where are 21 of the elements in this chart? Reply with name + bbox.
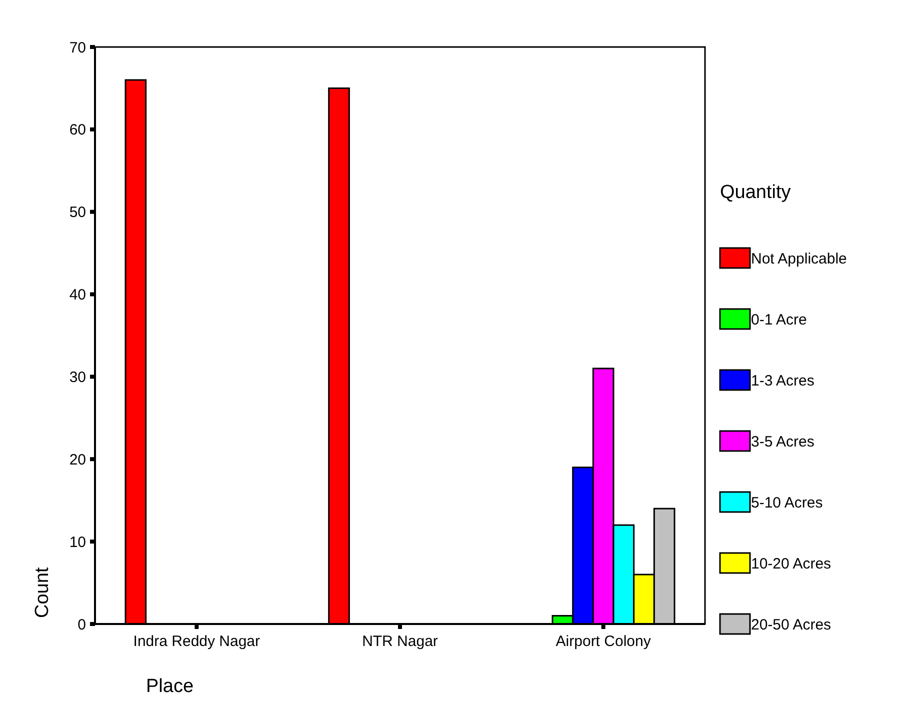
legend-label: 1-3 Acres [751, 372, 814, 390]
y-tick-label: 50 [69, 204, 86, 222]
y-axis-title: Count [32, 566, 53, 618]
legend-label: 20-50 Acres [751, 616, 832, 634]
y-tick-label: 30 [69, 368, 86, 386]
x-axis-title: Place [146, 676, 194, 697]
y-tick-label: 60 [69, 122, 86, 139]
legend-label: Not Applicable [751, 250, 847, 268]
y-tick-label: 40 [69, 286, 86, 304]
y-tick-label: 70 [69, 39, 86, 56]
x-tick-label: Airport Colony [556, 633, 652, 650]
legend-label: 3-5 Acres [751, 433, 814, 450]
y-tick-label: 20 [69, 451, 86, 468]
legend-label: 0-1 Acre [751, 311, 807, 328]
y-tick-label: 0 [78, 616, 86, 634]
y-tick-label: 10 [69, 534, 86, 551]
x-tick-label: NTR Nagar [362, 633, 438, 650]
legend-title: Quantity [720, 182, 792, 203]
x-tick-label: Indra Reddy Nagar [133, 633, 260, 650]
legend-label: 5-10 Acres [751, 494, 823, 512]
legend-label: 10-20 Acres [751, 555, 832, 572]
